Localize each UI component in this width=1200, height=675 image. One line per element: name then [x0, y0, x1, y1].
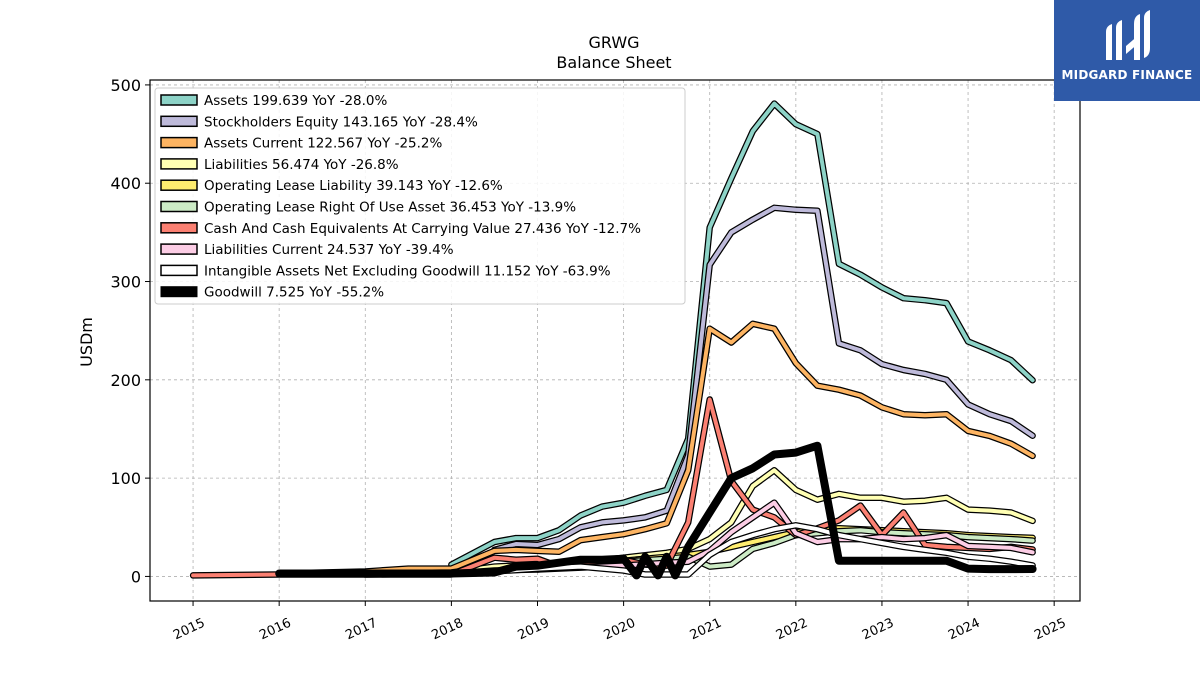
legend-item: Assets 199.639 YoY -28.0%	[160, 93, 388, 109]
legend-label: Liabilities 56.474 YoY -26.8%	[204, 157, 399, 173]
series-line	[275, 441, 1037, 580]
legend-item: Operating Lease Right Of Use Asset 36.45…	[160, 200, 576, 216]
x-tick-label: 2020	[602, 616, 638, 644]
legend-swatch	[160, 286, 198, 298]
y-tick-label: 100	[110, 469, 141, 488]
y-axis-label: USDm	[77, 317, 96, 367]
x-tick-label: 2018	[429, 616, 465, 644]
x-tick-label: 2016	[257, 616, 293, 644]
logo-brand-text: MIDGARD FINANCE	[1061, 68, 1193, 82]
legend-item: Intangible Assets Net Excluding Goodwill…	[160, 263, 611, 279]
legend-swatch	[160, 94, 198, 106]
y-tick-label: 200	[110, 371, 141, 390]
legend-label: Stockholders Equity 143.165 YoY -28.4%	[204, 114, 478, 130]
legend-item: Liabilities 56.474 YoY -26.8%	[160, 157, 399, 173]
legend-swatch	[160, 179, 198, 191]
series-assets-current	[275, 320, 1036, 577]
y-tick-label: 0	[131, 567, 141, 586]
legend-item: Goodwill 7.525 YoY -55.2%	[160, 285, 384, 301]
legend-swatch	[160, 243, 198, 255]
legend-swatch	[160, 158, 198, 170]
chart-subtitle: Balance Sheet	[556, 53, 671, 72]
y-tick-label: 500	[110, 76, 141, 95]
legend-item: Assets Current 122.567 YoY -25.2%	[160, 136, 443, 152]
series-intangible-assets-net-excluding-goodwill	[275, 522, 1036, 578]
legend-swatch	[160, 115, 198, 128]
x-tick-label: 2025	[1032, 616, 1068, 644]
plot-frame	[149, 79, 1081, 602]
x-tick-label: 2023	[860, 616, 896, 644]
series-line	[191, 397, 1035, 578]
legend-label: Intangible Assets Net Excluding Goodwill…	[204, 263, 611, 279]
midgard-finance-logo: MIDGARD FINANCE	[1054, 0, 1200, 101]
series-line	[277, 523, 1035, 577]
x-tick-label: 2024	[946, 616, 982, 644]
legend: Assets 199.639 YoY -28.0% Stockholders Eq…	[154, 87, 686, 305]
x-tick-label: 2017	[343, 616, 379, 644]
legend-frame	[154, 87, 686, 305]
legend-label: Operating Lease Right Of Use Asset 36.45…	[204, 200, 576, 216]
legend-swatch	[160, 136, 198, 149]
legend-swatch	[160, 200, 198, 213]
legend-swatch	[160, 264, 198, 277]
legend-item: Cash And Cash Equivalents At Carrying Va…	[160, 221, 641, 237]
series-goodwill	[275, 441, 1037, 580]
legend-label: Operating Lease Liability 39.143 YoY -12…	[204, 178, 503, 194]
x-tick-label: 2021	[688, 616, 724, 644]
y-tick-label: 400	[110, 174, 141, 193]
logo-mark-icon	[1106, 10, 1150, 60]
legend-swatch	[160, 222, 198, 234]
x-tick-label: 2022	[774, 616, 810, 644]
chart-title: GRWG	[588, 33, 639, 52]
x-tick-label: 2019	[516, 616, 552, 644]
y-tick-label: 300	[110, 273, 141, 292]
legend-item: Operating Lease Liability 39.143 YoY -12…	[160, 178, 503, 194]
legend-item: Liabilities Current 24.537 YoY -39.4%	[160, 242, 454, 258]
series-lines	[189, 100, 1037, 580]
series-line	[277, 321, 1035, 576]
series-stockholders-equity	[491, 204, 1036, 554]
legend-label: Liabilities Current 24.537 YoY -39.4%	[204, 242, 454, 258]
legend-label: Cash And Cash Equivalents At Carrying Va…	[204, 221, 641, 237]
series-cash-and-cash-equivalents-at-carrying-value	[189, 396, 1036, 579]
legend-label: Assets Current 122.567 YoY -25.2%	[204, 136, 443, 152]
series-line	[492, 205, 1035, 552]
legend-label: Assets 199.639 YoY -28.0%	[204, 93, 388, 109]
series-assets	[448, 100, 1036, 568]
legend-item: Stockholders Equity 143.165 YoY -28.4%	[160, 114, 478, 130]
legend-label: Goodwill 7.525 YoY -55.2%	[204, 285, 384, 301]
x-tick-label: 2015	[171, 616, 207, 644]
series-line	[449, 101, 1035, 567]
